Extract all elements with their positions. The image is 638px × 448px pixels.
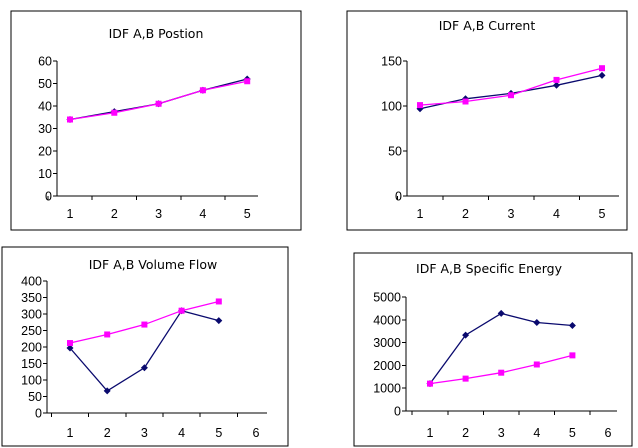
x-tick-label: 4 [533, 426, 540, 440]
data-point [140, 364, 148, 372]
x-tick-label: 2 [462, 207, 469, 221]
y-tick-label: 300 [21, 308, 42, 322]
x-tick-label: 4 [553, 207, 560, 221]
chart-specific-energy: IDF A,B Specific Energy 0 1000 2000 3000 400… [353, 252, 633, 447]
y-tick-label: 100 [21, 374, 42, 388]
x-tick-label: 6 [605, 426, 612, 440]
y-tick-label: 200 [21, 341, 42, 355]
x-tick-label: 1 [417, 207, 424, 221]
data-point [215, 317, 223, 325]
data-point [66, 344, 74, 352]
y-tick-label: 150 [21, 357, 42, 371]
chart-title: IDF A,B Volume Flow [89, 257, 218, 272]
x-tick-label: 3 [141, 426, 148, 440]
data-point [508, 92, 514, 99]
y-tick-label: 250 [21, 324, 42, 338]
y-tick-label: 5000 [373, 291, 401, 305]
y-tick-label: 50 [38, 77, 52, 91]
x-tick-label: 2 [104, 426, 111, 440]
data-point [178, 307, 185, 314]
x-tick-label: 5 [244, 207, 251, 221]
data-point [103, 387, 111, 395]
data-point [497, 309, 505, 317]
data-point [141, 321, 148, 328]
x-tick-label: 1 [427, 426, 434, 440]
y-tick-label: 1000 [373, 382, 401, 396]
y-tick-label: 30 [38, 122, 52, 136]
x-tick-label: 3 [498, 426, 505, 440]
data-point [553, 76, 560, 83]
x-tick-label: 2 [111, 207, 118, 221]
data-point [568, 322, 576, 329]
y-tick-label: 400 [21, 275, 42, 289]
x-tick-label: 4 [178, 426, 185, 440]
y-tick-label: 0 [395, 190, 402, 204]
x-tick-label: 6 [253, 426, 260, 440]
chart-title: IDF A,B Current [439, 18, 536, 33]
data-point [417, 102, 423, 109]
y-tick-label: 40 [38, 100, 52, 114]
chart-frame [10, 10, 302, 231]
y-tick-label: 10 [38, 167, 52, 181]
chart-volume-flow: IDF A,B Volume Flow 05010015020025030035… [1, 246, 289, 447]
data-point [199, 87, 206, 94]
x-tick-label: 3 [155, 207, 162, 221]
x-tick-label: 5 [599, 207, 606, 221]
y-tick-label: 50 [28, 390, 42, 404]
data-point [598, 71, 606, 79]
y-tick-label: 3000 [373, 336, 401, 350]
y-tick-label: 2000 [373, 359, 401, 373]
y-tick-label: 20 [38, 145, 52, 159]
chart-position: IDF A,B Postion 0 10 20 30 40 50 60 1 2 3 4 5 [10, 10, 302, 231]
data-point [155, 100, 162, 107]
x-tick-label: 3 [508, 207, 515, 221]
data-point [569, 352, 576, 359]
x-tick-label: 1 [67, 426, 74, 440]
y-tick-label: 4000 [373, 313, 401, 327]
data-point [533, 319, 541, 327]
data-point [427, 380, 433, 387]
data-point [462, 98, 469, 105]
data-point [244, 78, 251, 85]
y-tick-label: 50 [388, 145, 402, 159]
x-tick-label: 5 [215, 426, 222, 440]
x-tick-label: 1 [67, 207, 74, 221]
chart-current: IDF A,B Current 0 50 100 150 1 2 3 4 5 [346, 10, 628, 231]
data-point [533, 361, 540, 368]
data-point [104, 331, 111, 338]
data-point [498, 369, 505, 376]
y-tick-label: 0 [35, 407, 42, 421]
data-point [67, 116, 73, 123]
data-point [462, 375, 469, 382]
chart-title: IDF A,B Postion [109, 26, 204, 41]
chart-frame [346, 10, 628, 231]
y-tick-label: 350 [21, 291, 42, 305]
data-point [599, 65, 605, 72]
y-tick-label: 60 [38, 55, 52, 69]
x-tick-label: 2 [462, 426, 469, 440]
data-point [67, 340, 73, 347]
data-point [462, 331, 470, 339]
x-tick-label: 5 [569, 426, 576, 440]
data-point [215, 298, 222, 305]
x-tick-label: 4 [199, 207, 206, 221]
y-tick-label: 0 [394, 405, 401, 419]
data-point [111, 109, 118, 116]
y-tick-label: 0 [45, 190, 52, 204]
chart-title: IDF A,B Specific Energy [416, 261, 563, 276]
y-tick-label: 100 [381, 100, 402, 114]
data-point [553, 81, 560, 89]
chart-frame [353, 252, 633, 447]
y-tick-label: 150 [381, 55, 402, 69]
